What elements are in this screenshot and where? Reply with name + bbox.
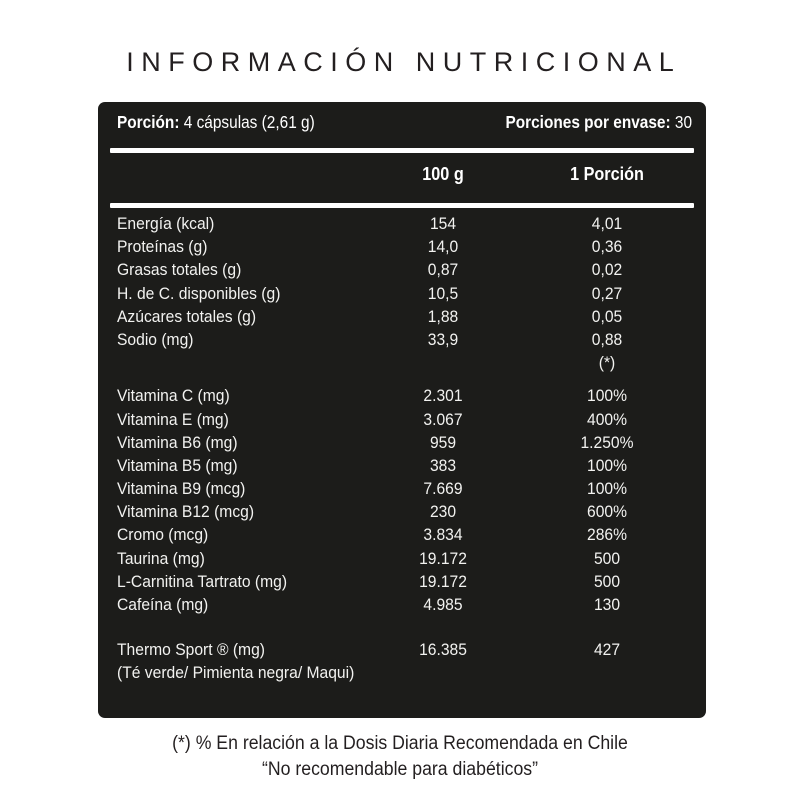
nutrient-name: Thermo Sport ® (mg) [117,640,265,660]
nutrient-per-portion: 0,36 [591,237,623,257]
nutrient-per-100g: 33,9 [427,329,459,349]
section-spacer [98,616,706,638]
nutrient-name: H. de C. disponibles (g) [117,283,281,303]
table-row: (Té verde/ Pimienta negra/ Maqui) [98,661,706,684]
nutrient-per-portion: 100% [586,455,627,475]
nutrient-name: Vitamina E (mg) [117,409,229,429]
nutrient-name: Proteínas (g) [117,237,208,257]
nutrient-per-portion: 600% [586,502,627,522]
nutrient-per-portion: 500 [593,548,621,568]
nutrient-per-portion: 100% [586,479,627,499]
nutrient-per-100g: 4.985 [423,595,463,614]
table-row: Taurina (mg) 19.172 500 [98,547,706,570]
servings-per-container-info: Porciones por envase: 30 [505,112,692,133]
servings-per-container-label: Porciones por envase: [505,111,671,132]
nutrient-per-portion: 130 [593,595,621,614]
footnotes: (*) % En relación a la Dosis Diaria Reco… [0,731,800,783]
divider-top [110,148,694,153]
asterisk-marker: (*) [598,353,616,373]
nutrient-name: Vitamina B6 (mg) [117,432,238,452]
table-row: Vitamina B12 (mcg) 230 600% [98,500,706,523]
nutrient-per-100g: 230 [429,502,457,522]
nutrient-name: Vitamina C (mg) [117,386,230,406]
nutrition-facts-panel: Porción: 4 cápsulas (2,61 g) Porciones p… [98,102,706,718]
nutrient-name: Vitamina B9 (mcg) [117,479,246,499]
nutrient-per-100g: 1,88 [427,306,459,326]
nutrient-per-portion: 0,05 [591,306,623,326]
table-row: Vitamina B5 (mg) 383 100% [98,454,706,477]
table-row: Sodio (mg) 33,9 0,88 [98,328,706,351]
nutrient-per-100g: 10,5 [427,283,459,303]
portion-label: Porción: [117,111,180,132]
nutrient-per-100g: 3.067 [423,409,463,429]
table-row: Vitamina B6 (mg) 959 1.250% [98,431,706,454]
column-header-per-portion: 1 Porción [570,164,644,184]
nutrient-per-100g: 154 [429,214,457,233]
nutrient-name: Taurina (mg) [117,548,205,568]
nutrient-per-portion: 4,01 [591,214,623,233]
table-row: Proteínas (g) 14,0 0,36 [98,235,706,258]
nutrient-per-portion: 0,27 [591,283,623,303]
nutrient-per-100g: 3.834 [423,525,463,545]
nutrient-per-100g: 959 [429,432,457,452]
asterisk-marker-row: (*) [98,351,706,374]
column-header-row: 100 g 1 Porción [98,164,706,196]
nutrient-name: Azúcares totales (g) [117,306,257,326]
table-row: Energía (kcal) 154 4,01 [98,212,706,235]
table-row: Cromo (mcg) 3.834 286% [98,523,706,546]
footnote-diabetics: “No recomendable para diabéticos” [261,759,539,780]
table-row: H. de C. disponibles (g) 10,5 0,27 [98,282,706,305]
table-row: Cafeína (mg) 4.985 130 [98,593,706,616]
servings-per-container-value: 30 [674,111,692,132]
table-row: Thermo Sport ® (mg) 16.385 427 [98,638,706,661]
page-title: INFORMACIÓN NUTRICIONAL [126,47,682,77]
nutrient-per-portion: 0,02 [591,260,623,280]
nutrient-per-portion: 400% [586,409,627,429]
section-spacer [98,374,706,384]
table-row: Vitamina C (mg) 2.301 100% [98,384,706,407]
nutrient-per-portion: 100% [586,386,627,406]
table-row: L-Carnitina Tartrato (mg) 19.172 500 [98,570,706,593]
portion-value: 4 cápsulas (2,61 g) [183,111,315,132]
nutrient-per-100g: 2.301 [423,386,463,406]
table-row: Grasas totales (g) 0,87 0,02 [98,258,706,281]
nutrient-name: Cromo (mcg) [117,525,209,545]
nutrient-name: Cafeína (mg) [117,595,209,614]
column-header-per-100g: 100 g [422,164,464,184]
nutrient-per-100g: 0,87 [427,260,459,280]
nutrient-name: L-Carnitina Tartrato (mg) [117,571,288,591]
nutrient-per-100g: 19.172 [419,571,467,591]
nutrient-per-100g: 7.669 [423,479,463,499]
divider-mid [110,203,694,208]
table-row: Azúcares totales (g) 1,88 0,05 [98,305,706,328]
nutrient-per-portion: 427 [593,640,621,660]
nutrient-per-100g: 19.172 [419,548,467,568]
nutrient-per-100g: 383 [429,455,457,475]
nutrient-name: Grasas totales (g) [117,260,242,280]
serving-header-row: Porción: 4 cápsulas (2,61 g) Porciones p… [98,102,706,142]
nutrient-name: Vitamina B5 (mg) [117,455,238,475]
nutrient-per-100g: 14,0 [427,237,459,257]
nutrient-name: Vitamina B12 (mcg) [117,502,255,522]
nutrient-per-portion: 0,88 [591,329,623,349]
nutrient-per-portion: 1.250% [580,432,634,452]
nutrient-name: Energía (kcal) [117,214,215,233]
blend-ingredients: (Té verde/ Pimienta negra/ Maqui) [117,663,355,683]
nutrient-rows: Energía (kcal) 154 4,01 Proteínas (g) 14… [98,212,706,685]
portion-info: Porción: 4 cápsulas (2,61 g) [117,112,315,133]
nutrient-per-portion: 286% [586,525,627,545]
nutrient-per-100g: 16.385 [419,640,467,660]
table-row: Vitamina B9 (mcg) 7.669 100% [98,477,706,500]
table-row: Vitamina E (mg) 3.067 400% [98,408,706,431]
nutrient-per-portion: 500 [593,571,621,591]
footnote-rdi: (*) % En relación a la Dosis Diaria Reco… [172,733,628,754]
nutrient-name: Sodio (mg) [117,329,194,349]
